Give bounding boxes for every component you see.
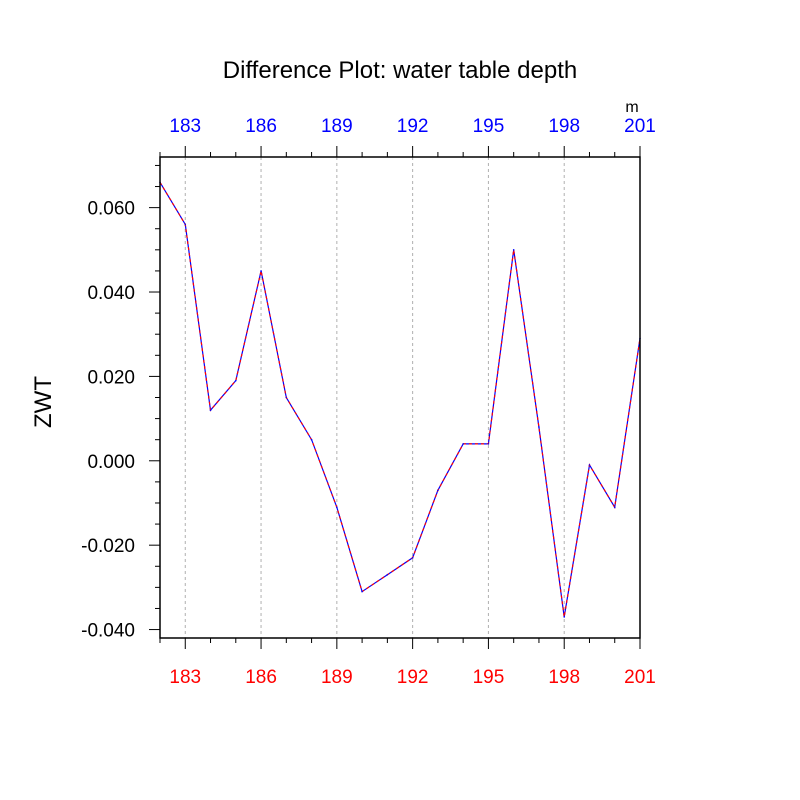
- x-tick-label-top: 192: [397, 116, 429, 137]
- data-point: [209, 409, 212, 411]
- data-point: [462, 443, 464, 445]
- data-point: [563, 616, 566, 618]
- series-layer: [159, 181, 641, 618]
- x-tick-label-top: 183: [169, 116, 201, 137]
- data-point: [361, 590, 363, 593]
- x-tick-label-bottom: 186: [245, 667, 277, 688]
- x-tick-label-top: 186: [245, 116, 277, 137]
- chart-title: Difference Plot: water table depth: [223, 57, 577, 84]
- x-tick-label-bottom: 192: [397, 667, 429, 688]
- data-point: [538, 426, 540, 428]
- y-tick-label: 0.000: [87, 452, 135, 473]
- data-point: [310, 438, 313, 441]
- y-tick-label: -0.040: [81, 621, 135, 642]
- y-axis-label: ZWT: [30, 376, 57, 428]
- series-line-overlay: [159, 181, 641, 617]
- data-point: [260, 270, 262, 272]
- data-point: [588, 464, 591, 466]
- data-point: [437, 489, 439, 492]
- data-point: [512, 249, 515, 251]
- data-point: [184, 223, 187, 226]
- y-tick-label: 0.020: [87, 367, 135, 388]
- grid-layer: [184, 157, 641, 638]
- x-tick-label-bottom: 195: [473, 667, 505, 688]
- data-point: [285, 396, 288, 399]
- plot-frame: [159, 156, 641, 639]
- x-tick-label-bottom: 198: [548, 667, 580, 688]
- x-tick-label-top: 195: [473, 116, 505, 137]
- y-tick-label: 0.060: [87, 199, 135, 220]
- data-point: [613, 506, 616, 509]
- x-tick-label-top: 201: [624, 116, 656, 137]
- ticks-layer: 183 186 189 192 195 198 201 183 186 189 192 195 198 2…: [81, 116, 656, 688]
- data-point: [336, 506, 338, 509]
- x-tick-label-top: 198: [548, 116, 580, 137]
- y-tick-label: 0.040: [87, 283, 135, 304]
- y-tick-label: -0.020: [81, 536, 135, 557]
- x-tick-label-bottom: 201: [624, 667, 656, 688]
- x-tick-label-top: 189: [321, 116, 353, 137]
- x-tick-label-bottom: 189: [321, 667, 353, 688]
- data-point: [487, 443, 490, 445]
- data-point: [234, 379, 237, 382]
- data-point: [386, 573, 389, 576]
- x-tick-label-bottom: 183: [169, 667, 201, 688]
- top-axis-unit: m: [625, 99, 638, 116]
- data-point: [411, 557, 414, 559]
